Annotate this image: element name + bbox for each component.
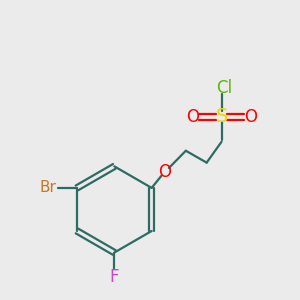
Text: S: S: [215, 107, 228, 126]
Text: F: F: [110, 268, 119, 286]
Text: O: O: [244, 108, 257, 126]
Text: O: O: [186, 108, 199, 126]
Text: O: O: [158, 163, 172, 181]
Text: Br: Br: [40, 180, 57, 195]
Text: Cl: Cl: [216, 79, 232, 97]
